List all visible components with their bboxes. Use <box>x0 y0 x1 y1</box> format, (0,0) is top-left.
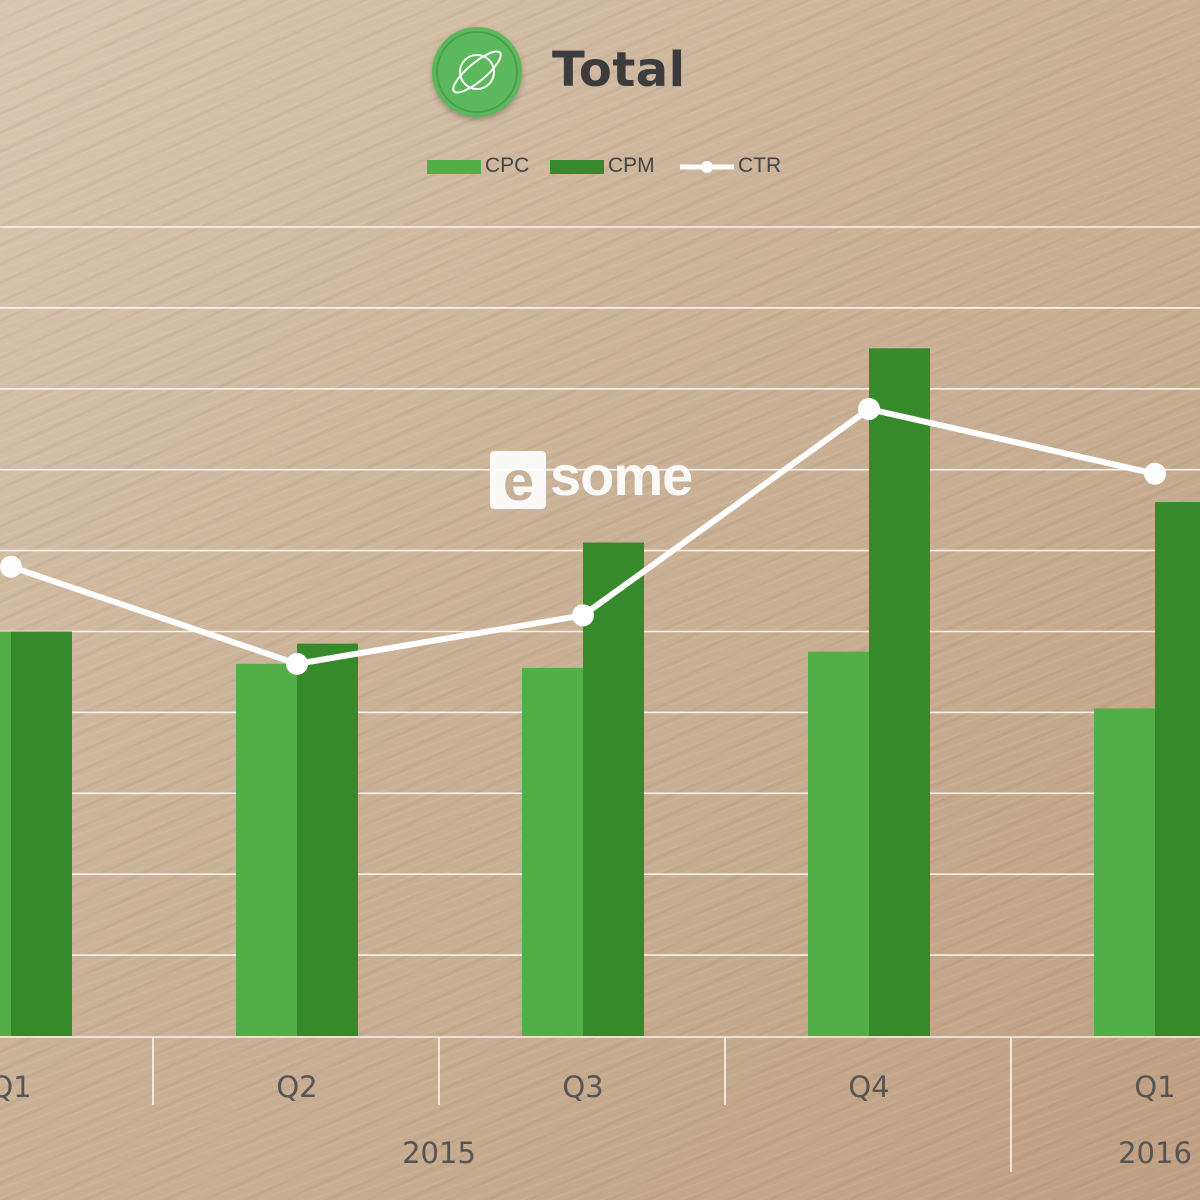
legend-swatch-cpm <box>550 160 604 174</box>
bar-cpc[interactable] <box>1094 708 1155 1036</box>
bar-cpm[interactable] <box>583 542 644 1036</box>
point-ctr[interactable] <box>0 555 22 578</box>
legend-swatch-ctr <box>680 161 734 173</box>
legend-label-cpc: CPC <box>485 154 530 177</box>
x-tick-label: Q2 <box>276 1070 317 1104</box>
bar-cpc[interactable] <box>236 663 297 1036</box>
watermark: e some <box>488 448 718 518</box>
bar-cpm[interactable] <box>869 348 930 1037</box>
x-group-label: 2016 <box>1118 1136 1192 1170</box>
chart-title: Total <box>552 42 686 98</box>
globe-icon <box>432 27 522 117</box>
legend-label-cpm: CPM <box>608 154 655 177</box>
bar-cpm[interactable] <box>297 643 358 1036</box>
bar-cpm[interactable] <box>1155 502 1200 1036</box>
x-tick-label: Q1 <box>1134 1070 1175 1104</box>
point-ctr[interactable] <box>286 652 308 675</box>
legend-swatch-cpc <box>427 160 481 174</box>
x-tick-label: Q1 <box>0 1070 32 1104</box>
chart-legend: CPC CPM CTR <box>0 148 1200 184</box>
bar-cpc[interactable] <box>522 667 583 1036</box>
watermark-text: some <box>550 444 693 507</box>
chart-header: Total <box>0 0 1200 120</box>
x-group-label: 2015 <box>402 1136 476 1170</box>
point-ctr[interactable] <box>572 604 594 627</box>
point-ctr[interactable] <box>858 398 880 421</box>
bar-cpc[interactable] <box>808 651 869 1036</box>
e-logo-icon: e <box>490 451 546 509</box>
bar-cpm[interactable] <box>11 631 72 1037</box>
point-ctr[interactable] <box>1144 462 1166 485</box>
legend-label-ctr: CTR <box>738 154 782 177</box>
x-tick-label: Q4 <box>848 1070 889 1104</box>
x-tick-label: Q3 <box>562 1070 603 1104</box>
bar-cpc[interactable] <box>0 631 11 1037</box>
